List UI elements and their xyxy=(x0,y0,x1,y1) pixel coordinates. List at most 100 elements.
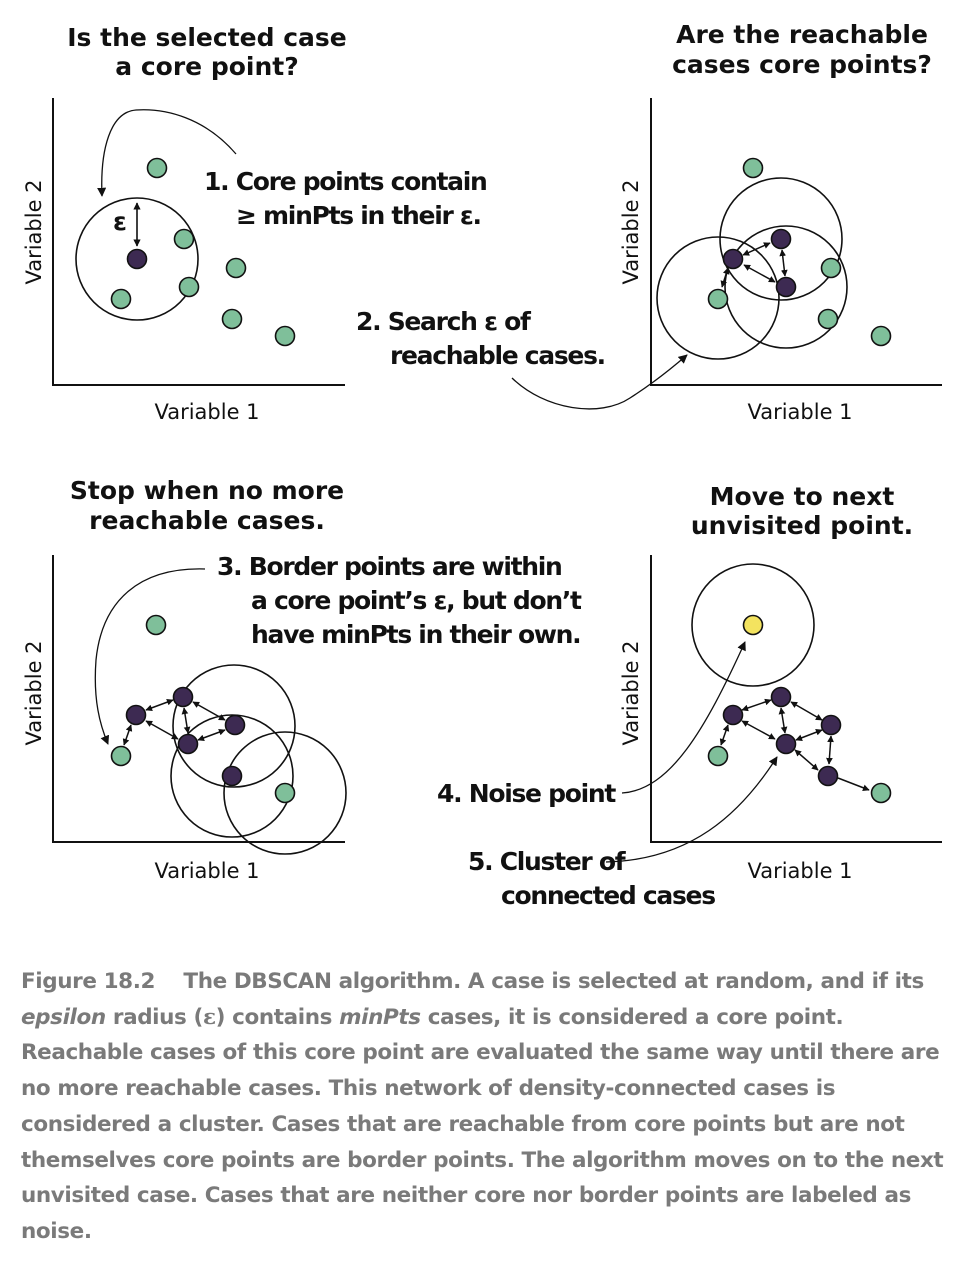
panel-3-title-line-1: Stop when no more xyxy=(70,476,344,505)
panel-core-check: Is the selected case a core point? Varia… xyxy=(22,23,347,424)
reach-arrow xyxy=(826,735,834,765)
reach-arrow xyxy=(122,724,133,746)
figure-label: Figure 18.2 xyxy=(21,969,156,994)
epsilon-circle xyxy=(170,714,294,838)
noise-point xyxy=(742,614,764,636)
reach-arrow xyxy=(720,267,730,288)
panel-4-y-axis-label: Variable 2 xyxy=(619,640,643,745)
panel-3-x-axis-label: Variable 1 xyxy=(154,859,259,883)
reach-arrow xyxy=(778,707,788,734)
reach-arrow xyxy=(145,720,179,740)
panel-1-axes xyxy=(52,98,345,386)
panel-next-point: Move to next unvisited point. Variable 2… xyxy=(619,482,942,883)
caption-text-2: radius ( xyxy=(105,1004,203,1030)
core-check-arrow xyxy=(97,109,237,197)
border-point xyxy=(221,308,243,330)
caption-text-4: cases, it is considered a core point. Re… xyxy=(21,1004,944,1244)
border-point xyxy=(110,745,132,767)
caption-text-1: The DBSCAN algorithm. A case is selected… xyxy=(183,969,924,994)
reach-arrow xyxy=(779,249,788,277)
epsilon-circle xyxy=(223,731,347,855)
reach-arrow xyxy=(181,707,191,734)
reach-arrow xyxy=(795,729,823,741)
border-point xyxy=(146,157,168,179)
step-2-line-1: 2. Search ε of xyxy=(356,307,532,336)
panel-reachable-check: Are the reachable cases core points? Var… xyxy=(619,20,942,424)
reach-arrow xyxy=(794,749,819,771)
border-point xyxy=(707,745,729,767)
caption-minpts-word: minPts xyxy=(339,1004,421,1030)
reach-arrow xyxy=(197,728,226,742)
reach-arrow xyxy=(790,701,823,721)
annotations: 1. Core points contain ≥ minPts in their… xyxy=(204,167,778,910)
panel-2-title-line-2: cases core points? xyxy=(672,50,932,79)
panel-3-title-line-2: reachable cases. xyxy=(89,506,325,535)
core-point xyxy=(775,733,797,755)
panel-4-axes xyxy=(650,555,942,843)
core-point xyxy=(770,228,792,250)
border-point xyxy=(742,157,764,179)
core-point xyxy=(770,686,792,708)
core-point xyxy=(722,248,744,270)
epsilon-radius-circle xyxy=(75,197,199,321)
border-point xyxy=(225,257,247,279)
reach-arrow xyxy=(741,698,772,712)
step-3-line-2: a core point’s ε, but don’t xyxy=(251,586,582,615)
reach-arrow xyxy=(743,264,776,283)
noise-epsilon-circle xyxy=(691,563,815,687)
dbscan-diagram: Is the selected case a core point? Varia… xyxy=(22,20,942,910)
epsilon-circle xyxy=(656,236,780,360)
selected-core-point xyxy=(126,248,148,270)
panel-1-title-line-2: a core point? xyxy=(115,52,298,81)
step-2-arrow xyxy=(511,354,688,410)
core-point xyxy=(221,765,243,787)
reach-arrow xyxy=(145,698,174,712)
core-point xyxy=(820,714,842,736)
step-2-line-2: reachable cases. xyxy=(390,341,605,370)
caption-text-3: ) contains xyxy=(215,1004,340,1030)
panel-1-y-axis-label: Variable 2 xyxy=(22,179,46,284)
epsilon-symbol: ε xyxy=(113,207,127,236)
noise-point-arrow xyxy=(621,641,746,794)
caption-epsilon-symbol: ε xyxy=(202,1004,216,1030)
core-point xyxy=(125,704,147,726)
step-5-line-1: 5. Cluster of xyxy=(468,847,627,876)
figure-caption: Figure 18.2 The DBSCAN algorithm. A case… xyxy=(21,964,966,1250)
panel-2-axes xyxy=(650,98,942,386)
reach-arrow xyxy=(192,701,226,721)
noise-candidate-point xyxy=(145,614,167,636)
core-point xyxy=(722,704,744,726)
cluster-arrow xyxy=(605,756,778,863)
core-point xyxy=(177,733,199,755)
reach-arrow xyxy=(741,720,776,740)
step-3-line-3: have minPts in their own. xyxy=(251,620,580,649)
panel-3-y-axis-label: Variable 2 xyxy=(22,640,46,745)
panel-4-title-line-1: Move to next xyxy=(710,482,895,511)
border-point xyxy=(870,782,892,804)
border-point xyxy=(274,325,296,347)
border-point xyxy=(178,276,200,298)
border-point-arrow xyxy=(94,568,206,745)
reach-arrow xyxy=(742,242,771,256)
border-point xyxy=(274,782,296,804)
step-3-line-1: 3. Border points are within xyxy=(217,552,562,581)
border-point xyxy=(173,228,195,250)
core-point xyxy=(172,686,194,708)
panel-stop-condition: Stop when no more reachable cases. Varia… xyxy=(22,476,347,883)
panel-1-x-axis-label: Variable 1 xyxy=(154,400,259,424)
step-4-label: 4. Noise point xyxy=(437,779,616,808)
reach-arrow xyxy=(837,777,870,791)
border-point xyxy=(817,308,839,330)
panel-4-title-line-2: unvisited point. xyxy=(691,511,913,540)
border-point xyxy=(110,288,132,310)
panel-2-title-line-1: Are the reachable xyxy=(676,20,928,49)
border-point xyxy=(870,325,892,347)
epsilon-circle xyxy=(719,177,843,301)
core-point xyxy=(775,276,797,298)
core-point xyxy=(817,765,839,787)
border-point xyxy=(820,257,842,279)
core-point xyxy=(224,714,246,736)
step-1-line-2: ≥ minPts in their ε. xyxy=(236,201,481,230)
panel-2-x-axis-label: Variable 1 xyxy=(747,400,852,424)
caption-epsilon-word: epsilon xyxy=(21,1004,106,1030)
